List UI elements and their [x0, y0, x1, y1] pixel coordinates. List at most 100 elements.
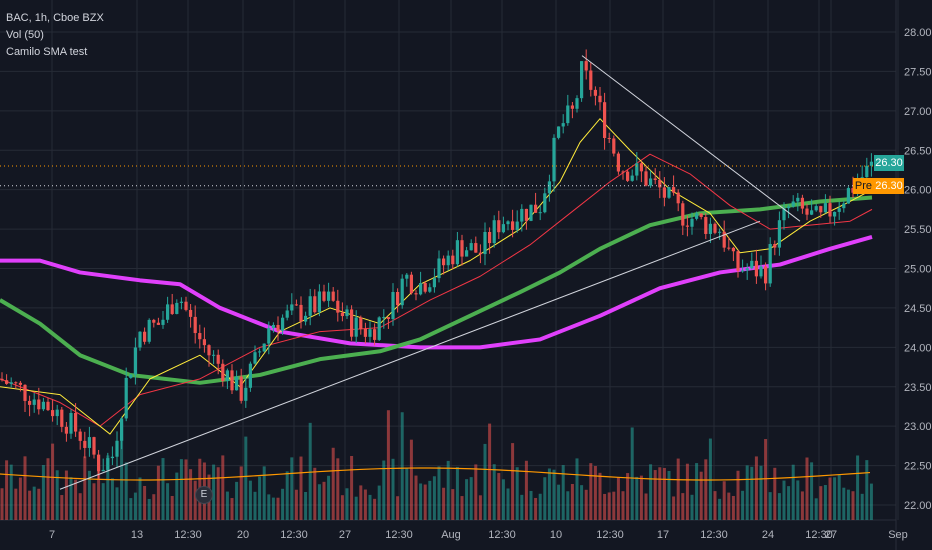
candle-body [359, 317, 363, 329]
earnings-icon[interactable]: E [195, 486, 213, 504]
volume-bar [676, 458, 680, 520]
volume-bar [649, 464, 653, 520]
candle-body [396, 291, 400, 306]
candle-body [23, 384, 27, 401]
volume-bar [212, 464, 216, 520]
volume-bar [161, 458, 165, 520]
volume-bar [547, 468, 551, 520]
pre-market-price-label: 26.30 [874, 178, 904, 194]
last-price-label: 26.30 [874, 155, 904, 171]
candle-body [156, 322, 160, 325]
candle-body [557, 126, 561, 138]
price-tick-label: 24.50 [904, 303, 932, 315]
candle-body [672, 187, 676, 193]
volume-bar [78, 493, 82, 520]
candle-body [32, 399, 36, 405]
volume-bar [736, 470, 740, 520]
candle-body [506, 221, 510, 225]
volume-bar [235, 481, 239, 520]
candle-body [18, 382, 22, 385]
time-tick-label: 12:30 [700, 529, 728, 541]
candle-body [708, 223, 712, 234]
volume-bar [727, 492, 731, 520]
candle-body [363, 328, 367, 337]
candle-body [745, 268, 749, 271]
candle-body [869, 161, 873, 166]
volume-bar [842, 487, 846, 520]
volume-bar [773, 467, 777, 520]
volume-bar [800, 491, 804, 520]
candle-body [488, 231, 492, 244]
candle-body [276, 324, 280, 331]
time-tick-label: 27 [339, 529, 351, 541]
candle-body [589, 70, 593, 90]
volume-bar [253, 491, 257, 520]
volume-bar [501, 479, 505, 520]
volume-ma-line [0, 467, 871, 481]
volume-bar [584, 489, 588, 520]
candle-body [566, 105, 570, 124]
volume-bar [382, 460, 386, 520]
candle-body [667, 187, 671, 198]
time-tick-label: 7 [49, 529, 55, 541]
candle-body [598, 95, 602, 103]
volume-bar [603, 493, 607, 520]
time-tick-label: 12:30 [280, 529, 308, 541]
volume-bar [575, 458, 579, 520]
candle-body [386, 317, 390, 319]
volume-bar [524, 460, 528, 520]
volume-bar [391, 458, 395, 520]
volume-bar [133, 492, 137, 520]
volume-bar [308, 422, 312, 520]
candle-body [60, 409, 64, 427]
candle-body [649, 178, 653, 186]
volume-bar [469, 477, 473, 520]
candle-body [718, 231, 722, 233]
time-tick-label: Aug [441, 529, 461, 541]
candle-body [262, 343, 266, 352]
candle-body [138, 331, 142, 348]
volume-bar [741, 490, 745, 520]
volume-bar [506, 488, 510, 520]
volume-bar [607, 492, 611, 520]
candle-body [423, 283, 427, 292]
candle-body [823, 203, 827, 213]
volume-bar [55, 470, 59, 520]
candle-body [570, 105, 574, 109]
candle-body [143, 331, 147, 342]
volume-bars [0, 410, 873, 520]
volume-bar [221, 455, 225, 520]
volume-bar [474, 464, 478, 520]
volume-bar [129, 498, 133, 520]
volume-bar [175, 472, 179, 520]
candle-body [336, 300, 340, 313]
volume-indicator-label[interactable]: Vol (50) [6, 29, 44, 41]
volume-bar [557, 484, 561, 520]
price-tick-label: 22.00 [904, 500, 932, 512]
volume-bar [865, 460, 869, 520]
candle-body [285, 310, 289, 318]
candle-body [584, 61, 588, 71]
symbol-title[interactable]: BAC, 1h, Cboe BZX [6, 12, 104, 24]
volume-bar [428, 480, 432, 520]
candle-body [676, 192, 680, 204]
volume-bar [276, 497, 280, 520]
volume-bar [230, 498, 234, 520]
candle-body [837, 208, 841, 212]
volume-bar [216, 467, 220, 520]
volume-bar [14, 488, 18, 520]
candle-body [713, 223, 717, 233]
sma-indicator-label[interactable]: Camilo SMA test [6, 46, 88, 58]
volume-bar [869, 483, 873, 520]
candle-body [474, 243, 478, 253]
volume-bar [465, 479, 469, 520]
candle-body [451, 255, 455, 265]
time-tick-label: 24 [762, 529, 774, 541]
candle-body [478, 252, 482, 255]
candle-body [373, 329, 377, 340]
candle-body [612, 138, 616, 154]
volume-bar [143, 485, 147, 520]
candle-body [230, 370, 234, 391]
candle-body [754, 260, 758, 277]
